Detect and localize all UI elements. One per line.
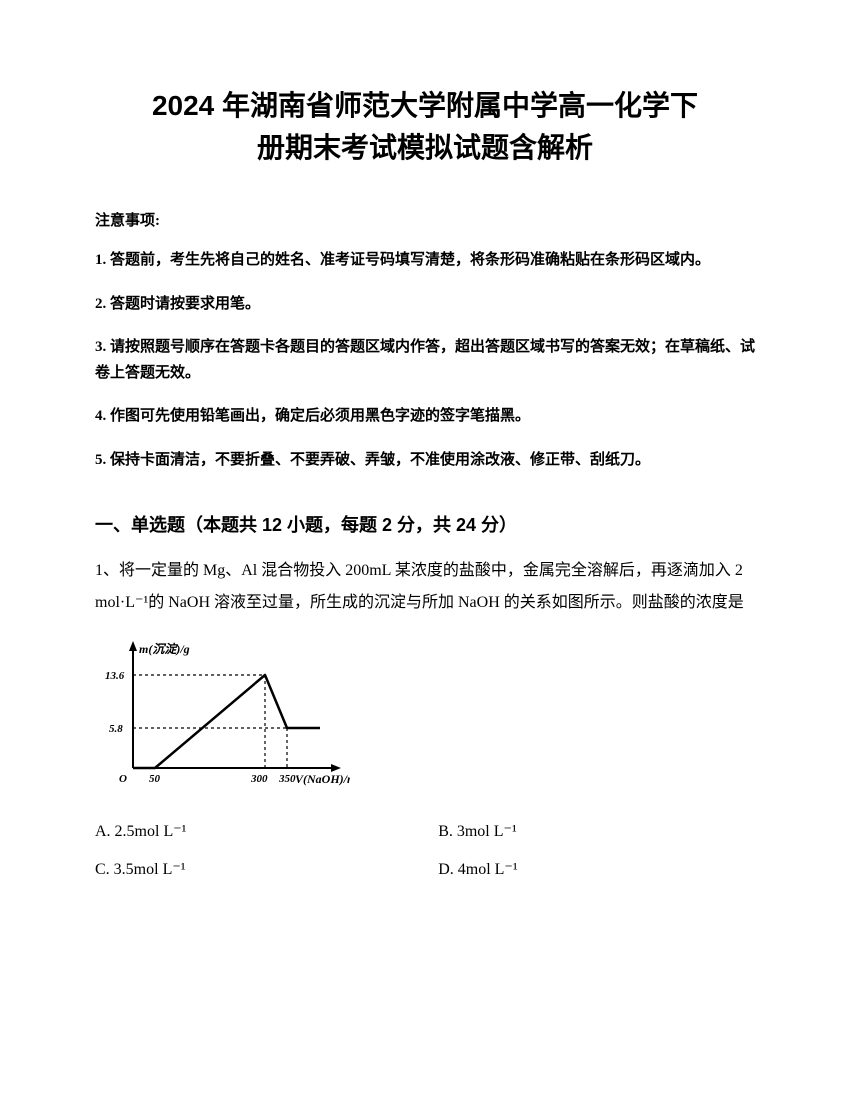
document-title: 2024 年湖南省师范大学附属中学高一化学下 册期末考试模拟试题含解析 xyxy=(95,85,755,169)
svg-text:350: 350 xyxy=(278,773,296,785)
svg-text:V(NaOH)/mL: V(NaOH)/mL xyxy=(295,772,350,786)
svg-text:5.8: 5.8 xyxy=(109,723,123,735)
option-a: A. 2.5mol L⁻¹ xyxy=(95,821,438,841)
option-c: C. 3.5mol L⁻¹ xyxy=(95,859,438,879)
svg-text:300: 300 xyxy=(250,773,268,785)
notice-item-1: 1. 答题前，考生先将自己的姓名、准考证号码填写清楚，将条形码准确粘贴在条形码区… xyxy=(95,248,755,274)
chart-svg: m(沉淀)/g V(NaOH)/mL O 13.6 5.8 50 300 350 xyxy=(95,633,350,798)
notice-heading: 注意事项: xyxy=(95,209,755,230)
options-row-1: A. 2.5mol L⁻¹ B. 3mol L⁻¹ xyxy=(95,821,755,841)
precipitate-chart: m(沉淀)/g V(NaOH)/mL O 13.6 5.8 50 300 350 xyxy=(95,633,755,803)
options-row-2: C. 3.5mol L⁻¹ D. 4mol L⁻¹ xyxy=(95,859,755,879)
title-line-1: 2024 年湖南省师范大学附属中学高一化学下 xyxy=(95,85,755,127)
option-b: B. 3mol L⁻¹ xyxy=(438,821,755,841)
notice-item-4: 4. 作图可先使用铅笔画出，确定后必须用黑色字迹的签字笔描黑。 xyxy=(95,404,755,430)
notice-item-5: 5. 保持卡面清洁，不要折叠、不要弄破、弄皱，不准使用涂改液、修正带、刮纸刀。 xyxy=(95,448,755,474)
svg-text:13.6: 13.6 xyxy=(105,670,125,682)
notice-item-3: 3. 请按照题号顺序在答题卡各题目的答题区域内作答，超出答题区域书写的答案无效；… xyxy=(95,335,755,386)
section-heading: 一、单选题（本题共 12 小题，每题 2 分，共 24 分） xyxy=(95,511,755,537)
svg-text:O: O xyxy=(119,773,127,785)
svg-text:50: 50 xyxy=(149,773,161,785)
title-line-2: 册期末考试模拟试题含解析 xyxy=(95,127,755,169)
question-1-text: 1、将一定量的 Mg、Al 混合物投入 200mL 某浓度的盐酸中，金属完全溶解… xyxy=(95,555,755,619)
svg-text:m(沉淀)/g: m(沉淀)/g xyxy=(139,642,190,656)
option-d: D. 4mol L⁻¹ xyxy=(438,859,755,879)
notice-item-2: 2. 答题时请按要求用笔。 xyxy=(95,292,755,318)
